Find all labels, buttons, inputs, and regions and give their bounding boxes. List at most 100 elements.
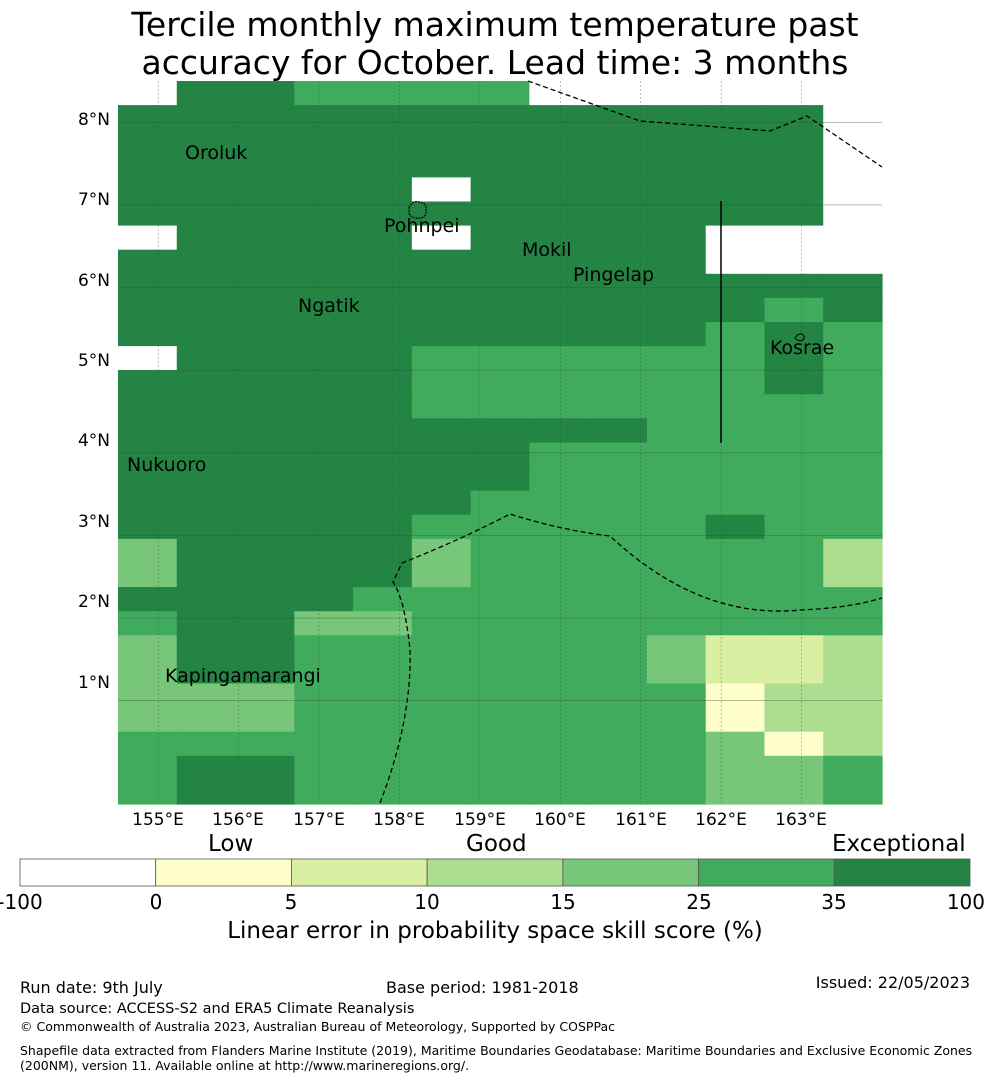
lat-label-4n: 4°N [77, 431, 110, 451]
skill-cell [588, 297, 648, 323]
skill-cell [823, 370, 883, 395]
skill-cell [529, 297, 589, 323]
skill-cell [411, 563, 472, 588]
skill-cell [705, 322, 766, 347]
skill-cell [235, 611, 295, 636]
skill-cell [764, 587, 824, 612]
skill-cell [705, 442, 766, 468]
skill-cell [646, 683, 707, 709]
skill-cell [705, 201, 766, 227]
skill-cell [705, 611, 766, 636]
skill-cell [294, 177, 354, 203]
skill-cell [529, 322, 589, 347]
skill-cell [118, 249, 178, 275]
map-title-line-2: accuracy for October. Lead time: 3 month… [141, 43, 849, 82]
skill-cell [588, 322, 648, 347]
skill-cell [588, 490, 648, 516]
skill-cell [646, 490, 707, 516]
skill-cell [118, 755, 178, 781]
skill-cell [588, 201, 648, 227]
skill-cell [823, 394, 883, 419]
skill-cell [588, 177, 648, 203]
skill-cell [470, 635, 530, 660]
skill-cell [235, 129, 295, 154]
skill-cell [235, 707, 295, 733]
skill-cell [118, 297, 178, 323]
skill-cell [705, 177, 766, 203]
skill-cell [411, 490, 472, 516]
skill-cell [764, 105, 824, 130]
skill-cell [529, 611, 589, 636]
map-boundaries [379, 80, 883, 804]
skill-cell [646, 466, 707, 492]
skill-cell [470, 225, 530, 251]
skill-cell [588, 707, 648, 733]
skill-cell [823, 755, 883, 781]
skill-cell [588, 563, 648, 588]
skill-cell [646, 442, 707, 468]
skill-cell [353, 201, 413, 227]
skill-cell [470, 273, 530, 299]
skill-cell [588, 779, 648, 805]
skill-cell [118, 611, 178, 636]
skill-cell [294, 731, 354, 757]
skill-cell [470, 707, 530, 733]
colorbar-swatch [155, 858, 292, 887]
skill-cell [411, 538, 472, 564]
skill-cell [235, 394, 295, 419]
skill-cell [118, 81, 178, 106]
skill-cell [411, 587, 472, 612]
place-label-kosrae: Kosrae [770, 337, 835, 359]
skill-cell [764, 418, 824, 444]
lon-label-159e: 159°E [454, 810, 506, 830]
skill-cell [764, 370, 824, 395]
skill-cell [411, 322, 472, 347]
skill-cell [411, 105, 472, 130]
pohnpei-island-outline [408, 201, 427, 219]
skill-cell [470, 394, 530, 419]
skill-cell [705, 490, 766, 516]
skill-cell [411, 755, 472, 781]
eez-boundary-south-west [379, 513, 883, 804]
skill-cell [118, 346, 178, 371]
skill-cell [353, 81, 413, 106]
skill-cell [764, 538, 824, 564]
skill-cell [176, 514, 237, 540]
skill-cell [705, 659, 766, 685]
skill-cell [235, 635, 295, 660]
skill-cell [118, 273, 178, 299]
skill-cell [411, 153, 472, 178]
skill-cell [823, 635, 883, 660]
skill-cell [294, 587, 354, 612]
skill-cell [353, 153, 413, 178]
skill-cell [235, 297, 295, 323]
skill-cell [588, 153, 648, 178]
skill-cell [176, 418, 237, 444]
skill-cell [176, 129, 237, 154]
skill-cell [235, 659, 295, 685]
skill-cell [705, 225, 766, 251]
place-label-pohnpei: Pohnpei [384, 215, 460, 237]
skill-cell [411, 249, 472, 275]
skill-cell [353, 105, 413, 130]
skill-cell [411, 129, 472, 154]
skill-cell [823, 346, 883, 371]
skill-cell [294, 466, 354, 492]
skill-cell [470, 105, 530, 130]
skill-cell [705, 707, 766, 733]
skill-cell [118, 587, 178, 612]
place-label-nukuoro: Nukuoro [127, 454, 207, 476]
skill-cell [294, 249, 354, 275]
skill-cell [353, 322, 413, 347]
skill-cell [646, 779, 707, 805]
skill-cell [118, 563, 178, 588]
skill-cell [235, 779, 295, 805]
skill-cell [646, 755, 707, 781]
skill-cell [823, 611, 883, 636]
lat-label-1n: 1°N [77, 673, 110, 693]
skill-cell [646, 394, 707, 419]
skill-cell [294, 81, 354, 106]
skill-cell [176, 635, 237, 660]
skill-cell [705, 297, 766, 323]
skill-cell [823, 273, 883, 299]
